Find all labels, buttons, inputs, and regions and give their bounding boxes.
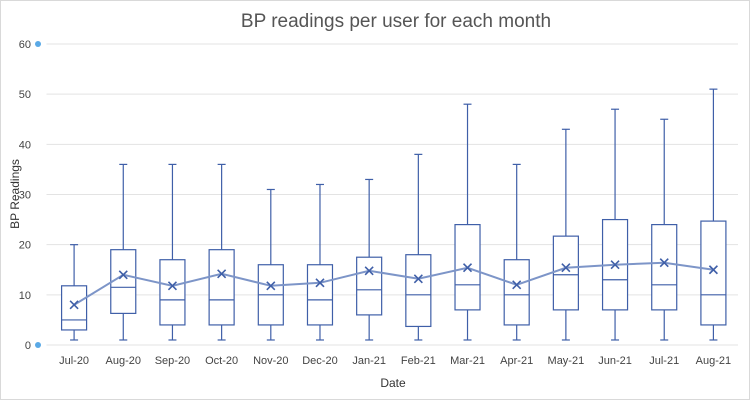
iqr-box [552, 235, 579, 311]
iqr-box [60, 285, 88, 331]
x-tick-label: Mar-21 [450, 355, 485, 367]
box-Oct-20 [208, 163, 235, 341]
mean-marker-stroke [462, 263, 473, 273]
box-May-21 [552, 128, 579, 341]
mean-marker [708, 265, 718, 275]
iqr-box [651, 224, 678, 311]
mean-marker [315, 278, 325, 288]
x-tick-label: Feb-21 [401, 355, 436, 367]
iqr-box [356, 256, 383, 316]
y-tick-label: 40 [19, 139, 31, 151]
mean-marker [118, 270, 128, 280]
mean-marker-stroke [561, 263, 571, 273]
x-tick-label: Dec-20 [302, 355, 337, 367]
y-tick-label: 20 [19, 240, 31, 252]
mean-marker-stroke [512, 280, 522, 290]
mean-marker-stroke [167, 281, 178, 291]
chart-title: BP readings per user for each month [241, 11, 551, 32]
x-tick-label: Jan-21 [352, 355, 386, 367]
mean-marker-stroke [413, 274, 423, 284]
mean-marker [512, 280, 522, 290]
iqr-box [208, 249, 235, 326]
iqr-box [306, 264, 334, 326]
mean-marker-stroke [217, 269, 227, 279]
x-tick-label: Aug-21 [696, 355, 731, 367]
mean-marker [462, 263, 473, 273]
mean-marker [69, 300, 79, 310]
x-axis-label: Date [380, 376, 406, 390]
mean-marker-stroke [610, 260, 620, 270]
box-Jan-21 [356, 178, 383, 341]
box-Sep-20 [159, 163, 186, 341]
x-tick-label: Sep-20 [155, 355, 190, 367]
y-tick-label: 10 [19, 290, 31, 302]
selection-handle-top[interactable] [35, 41, 41, 47]
mean-marker-stroke [315, 278, 325, 288]
box-Apr-21 [503, 163, 530, 341]
mean-marker [561, 263, 571, 273]
box-Aug-21 [700, 88, 727, 341]
x-tick-label: May-21 [548, 355, 585, 367]
x-tick-label: Aug-20 [106, 355, 141, 367]
mean-line [73, 261, 714, 306]
mean-marker [659, 258, 669, 268]
box-Mar-21 [454, 103, 481, 341]
box-Jun-21 [601, 108, 629, 341]
box-Dec-20 [306, 183, 334, 341]
iqr-box [405, 254, 432, 328]
mean-marker-stroke [266, 281, 276, 291]
box-Jul-20 [60, 244, 88, 341]
x-tick-label: Jul-20 [59, 355, 89, 367]
iqr-box [700, 220, 727, 326]
mean-marker-stroke [659, 258, 669, 268]
mean-marker-stroke [364, 266, 374, 276]
y-axis-label: BP Readings [8, 159, 22, 229]
y-tick-label: 30 [19, 190, 31, 202]
box-Feb-21 [405, 153, 432, 341]
mean-marker [266, 281, 276, 291]
mean-marker-stroke [708, 265, 718, 275]
mean-marker [413, 274, 423, 284]
box-Aug-20 [110, 163, 137, 341]
x-tick-label: Nov-20 [253, 355, 288, 367]
iqr-box [503, 259, 530, 326]
selection-handle-bottom[interactable] [35, 342, 41, 348]
y-tick-label: 50 [19, 89, 31, 101]
x-tick-label: Jun-21 [598, 355, 632, 367]
box-Jul-21 [651, 118, 678, 341]
mean-marker [610, 260, 620, 270]
mean-marker [217, 269, 227, 279]
y-tick-label: 0 [25, 340, 31, 352]
y-tick-label: 60 [19, 39, 31, 51]
mean-marker-stroke [69, 300, 79, 310]
box-Nov-20 [257, 188, 284, 341]
x-tick-label: Jul-21 [649, 355, 679, 367]
iqr-box [110, 249, 137, 314]
mean-marker-stroke [118, 270, 128, 280]
x-tick-label: Oct-20 [205, 355, 238, 367]
x-tick-label: Apr-21 [500, 355, 533, 367]
mean-marker [167, 281, 178, 291]
iqr-box [159, 259, 186, 326]
mean-marker [364, 266, 374, 276]
